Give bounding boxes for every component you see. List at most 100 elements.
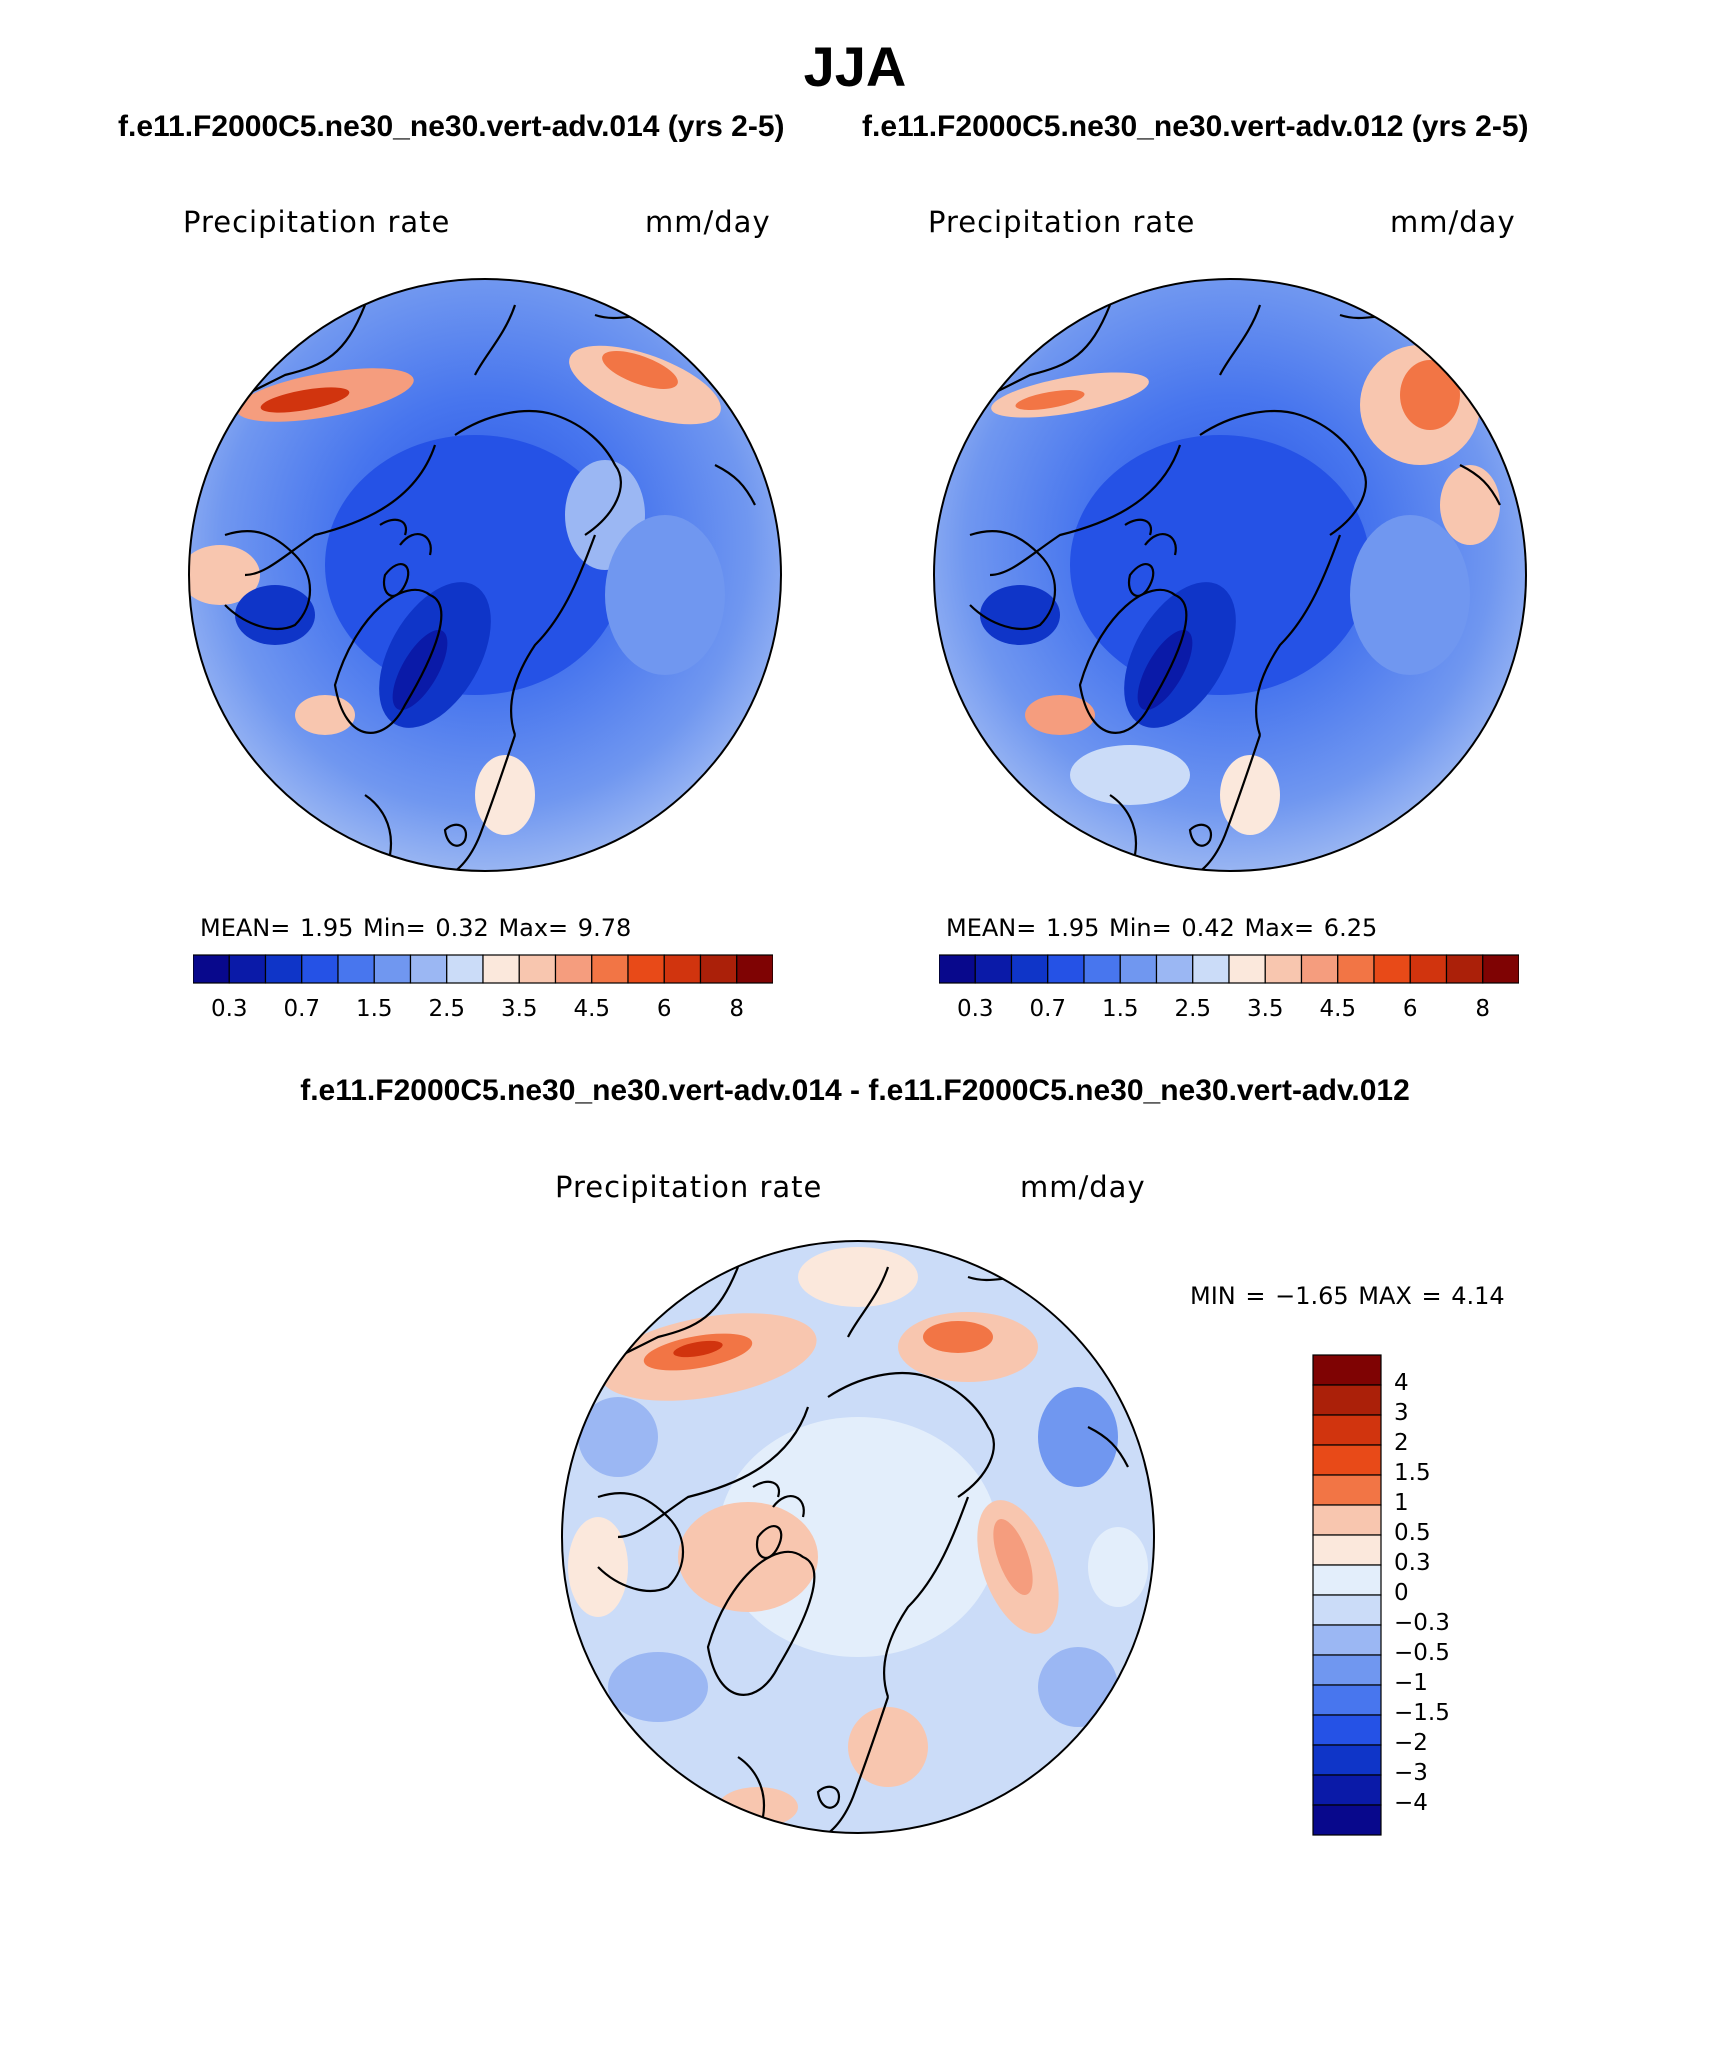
colorbar-tick-label: 3 [1394, 1400, 1409, 1426]
stats-right: MEAN= 1.95 Min= 0.42 Max= 6.25 [946, 914, 1378, 942]
precip-difference-map [561, 1240, 1155, 1834]
colorbar-tick-label: −1.5 [1394, 1700, 1450, 1726]
colorbar-tick-label: 0 [1394, 1580, 1409, 1606]
stats-difference: MIN = −1.65 MAX = 4.14 [1190, 1282, 1505, 1310]
colorbar-tick-label: 1 [1394, 1490, 1409, 1516]
colorbar-difference [1312, 1354, 1382, 1836]
colorbar-left [193, 954, 773, 984]
colorbar-swatch [1409, 954, 1448, 984]
colorbar-swatch [373, 954, 412, 984]
colorbar-tick-label: 3.5 [500, 996, 538, 1022]
colorbar-tick-label: 0.5 [1394, 1520, 1431, 1546]
colorbar-swatch [1312, 1354, 1382, 1386]
colorbar-tick-label: 4.5 [573, 996, 611, 1022]
colorbar-right [939, 954, 1519, 984]
colorbar-swatch [409, 954, 448, 984]
units-label-right: mm/day [1390, 205, 1516, 239]
colorbar-swatch [974, 954, 1013, 984]
colorbar-swatch [1312, 1474, 1382, 1506]
colorbar-swatch [1312, 1714, 1382, 1746]
variable-label-diff: Precipitation rate [555, 1170, 823, 1204]
colorbar-swatch [1312, 1504, 1382, 1536]
colorbar-tick-label: 0.3 [210, 996, 248, 1022]
colorbar-tick-label: 2.5 [428, 996, 466, 1022]
colorbar-swatch [1192, 954, 1230, 984]
colorbar-tick-label: −1 [1394, 1670, 1428, 1696]
colorbar-swatch [518, 954, 557, 984]
colorbar-swatch [482, 954, 520, 984]
units-label-left: mm/day [645, 205, 771, 239]
colorbar-swatch [1482, 954, 1519, 984]
colorbar-swatch [1264, 954, 1303, 984]
colorbar-tick-label: −0.5 [1394, 1640, 1450, 1666]
precip-map-right [933, 278, 1527, 872]
colorbar-swatch [1312, 1444, 1382, 1476]
colorbar-swatch [193, 954, 230, 984]
colorbar-tick-label: 4.5 [1319, 996, 1357, 1022]
colorbar-swatch [554, 954, 593, 984]
colorbar-tick-label: −0.3 [1394, 1610, 1450, 1636]
colorbar-tick-label: −2 [1394, 1730, 1428, 1756]
case-title-left: f.e11.F2000C5.ne30_ne30.vert-adv.014 (yr… [118, 110, 785, 143]
colorbar-tick-label: −3 [1394, 1760, 1428, 1786]
colorbar-swatch [591, 954, 629, 984]
units-label-diff: mm/day [1020, 1170, 1146, 1204]
colorbar-tick-label: 0.7 [283, 996, 321, 1022]
colorbar-swatch [1312, 1624, 1382, 1656]
colorbar-swatch [301, 954, 339, 984]
colorbar-swatch [1312, 1744, 1382, 1776]
colorbar-swatch [1312, 1534, 1382, 1566]
colorbar-tick-label: 3.5 [1246, 996, 1284, 1022]
colorbar-left-ticks: 0.3 0.7 1.5 2.5 3.5 4.5 6 8 [193, 996, 773, 1028]
colorbar-swatch [1312, 1594, 1382, 1626]
colorbar-tick-label: −4 [1394, 1790, 1428, 1816]
figure-title: JJA [803, 35, 907, 98]
colorbar-swatch [1312, 1804, 1382, 1836]
colorbar-tick-label: 0.3 [1394, 1550, 1431, 1576]
colorbar-tick-label: 8 [729, 996, 745, 1022]
colorbar-swatch [663, 954, 702, 984]
colorbar-swatch [1312, 1654, 1382, 1686]
stats-left: MEAN= 1.95 Min= 0.32 Max= 9.78 [200, 914, 632, 942]
colorbar-swatch [1312, 1414, 1382, 1446]
colorbar-swatch [446, 954, 484, 984]
colorbar-swatch [1312, 1384, 1382, 1416]
colorbar-swatch [1445, 954, 1484, 984]
colorbar-swatch [264, 954, 303, 984]
colorbar-swatch [1312, 1684, 1382, 1716]
colorbar-swatch [699, 954, 738, 984]
colorbar-tick-label: 1.5 [1101, 996, 1139, 1022]
colorbar-swatch [1010, 954, 1049, 984]
colorbar-swatch [337, 954, 375, 984]
variable-label-left: Precipitation rate [183, 205, 451, 239]
colorbar-swatch [1047, 954, 1085, 984]
colorbar-tick-label: 2 [1394, 1430, 1409, 1456]
precip-map-left [188, 278, 782, 872]
colorbar-swatch [736, 954, 773, 984]
colorbar-tick-label: 1.5 [355, 996, 393, 1022]
colorbar-swatch [1083, 954, 1121, 984]
colorbar-swatch [228, 954, 267, 984]
colorbar-swatch [1337, 954, 1375, 984]
colorbar-difference-ticks: 4 3 2 1.5 1 0.5 0.3 0 −0.3 −0.5 −1 −1.5 −2 −3 −4 [1390, 1354, 1470, 1836]
colorbar-swatch [1228, 954, 1266, 984]
colorbar-tick-label: 1.5 [1394, 1460, 1431, 1486]
colorbar-tick-label: 0.3 [956, 996, 994, 1022]
colorbar-swatch [1300, 954, 1339, 984]
difference-title: f.e11.F2000C5.ne30_ne30.vert-adv.014 - f… [300, 1074, 1410, 1107]
colorbar-swatch [627, 954, 665, 984]
colorbar-right-ticks: 0.3 0.7 1.5 2.5 3.5 4.5 6 8 [939, 996, 1519, 1028]
colorbar-swatch [939, 954, 976, 984]
colorbar-tick-label: 2.5 [1174, 996, 1212, 1022]
colorbar-swatch [1312, 1774, 1382, 1806]
colorbar-tick-label: 4 [1394, 1370, 1409, 1396]
colorbar-swatch [1119, 954, 1158, 984]
colorbar-swatch [1373, 954, 1411, 984]
colorbar-tick-label: 0.7 [1029, 996, 1067, 1022]
case-title-right: f.e11.F2000C5.ne30_ne30.vert-adv.012 (yr… [862, 110, 1529, 143]
colorbar-swatch [1155, 954, 1194, 984]
colorbar-swatch [1312, 1564, 1382, 1596]
colorbar-tick-label: 8 [1475, 996, 1491, 1022]
colorbar-tick-label: 6 [1402, 996, 1418, 1022]
variable-label-right: Precipitation rate [928, 205, 1196, 239]
